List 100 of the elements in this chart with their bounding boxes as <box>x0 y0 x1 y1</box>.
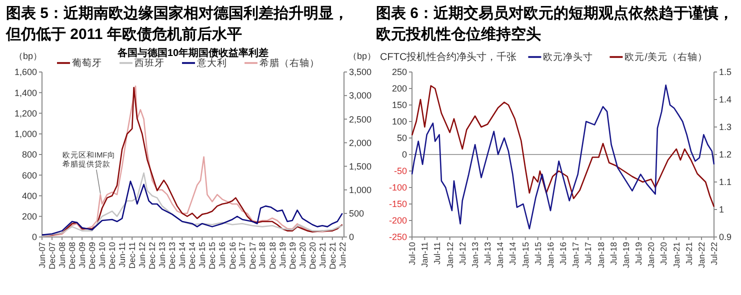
x-tick-label: Dec-12 <box>147 242 158 270</box>
x-tick-label: Dec-14 <box>187 242 198 270</box>
legend-label: 希腊（右轴） <box>260 57 320 69</box>
x-tick-label: Jul-11 <box>432 242 442 265</box>
x-tick-label: Jan-22 <box>696 242 707 268</box>
x-tick-label: Dec-10 <box>107 242 118 270</box>
x-tick-label: Dec-09 <box>87 242 98 270</box>
y-tick-label: 1,600 <box>14 67 37 78</box>
y2-tick-label: 1,500 <box>349 161 372 172</box>
x-tick-label: Jul-17 <box>583 242 594 266</box>
x-tick-label: Jan-12 <box>444 242 455 268</box>
x-tick-label: Dec-08 <box>67 242 78 270</box>
x-tick-label: Jan-14 <box>495 242 506 268</box>
x-tick-label: Jul-15 <box>532 242 543 266</box>
x-tick-label: Jun-17 <box>237 242 248 268</box>
x-tick-label: Jun-10 <box>97 242 108 268</box>
x-tick-label: Dec-13 <box>167 242 178 270</box>
y2-tick-label: 3,500 <box>349 67 372 78</box>
legend-label: 欧元净头寸 <box>543 51 594 63</box>
y2-tick-label: 1.5 <box>719 67 732 78</box>
y-axis-title: CFTC投机性合约净头寸，千张 <box>380 51 517 63</box>
y-tick-label: 0 <box>32 232 37 242</box>
y2-tick-label: 1.4 <box>719 94 732 105</box>
x-tick-label: Jul-16 <box>558 242 568 266</box>
y-tick-label: 150 <box>392 100 407 110</box>
y-tick-label: 250 <box>392 67 407 78</box>
y-tick-label: 1,000 <box>14 129 37 140</box>
x-tick-label: Jan-21 <box>671 242 682 268</box>
line-series <box>411 85 715 208</box>
x-tick-label: Jun-20 <box>297 242 308 268</box>
y2-tick-label: 0 <box>349 232 354 242</box>
x-tick-label: Jan-13 <box>470 242 480 268</box>
x-tick-label: Dec-19 <box>287 242 298 270</box>
y-tick-label: -200 <box>388 216 407 226</box>
x-tick-label: Jun-22 <box>337 242 348 268</box>
y-tick-label: 1,400 <box>14 88 37 98</box>
x-tick-label: Jan-19 <box>620 242 631 268</box>
x-tick-label: Jun-13 <box>157 242 168 268</box>
x-tick-label: Jan-17 <box>570 242 581 268</box>
x-tick-label: Jan-18 <box>596 242 606 268</box>
x-tick-label: Dec-20 <box>307 242 318 270</box>
x-tick-label: Jan-15 <box>520 242 530 268</box>
x-tick-label: Jun-16 <box>217 242 228 268</box>
y2-tick-label: 500 <box>349 208 364 219</box>
y-tick-label: 200 <box>392 84 407 94</box>
y-tick-label: 100 <box>392 116 407 127</box>
x-tick-label: Dec-11 <box>127 242 138 269</box>
x-tick-label: Jul-18 <box>608 242 618 266</box>
y-tick-label: -250 <box>388 232 407 242</box>
y-axis-title: （bp） <box>14 51 42 61</box>
x-tick-label: Jan-11 <box>420 242 430 268</box>
y2-tick-label: 1.2 <box>719 150 732 160</box>
y2-tick-label: 1.3 <box>719 122 732 132</box>
x-tick-label: Jun-18 <box>257 242 268 268</box>
x-tick-label: Jul-14 <box>508 242 518 266</box>
y-tick-label: 1,200 <box>14 108 37 118</box>
x-tick-label: Jun-11 <box>117 242 128 268</box>
x-tick-label: Dec-15 <box>207 242 218 270</box>
y-tick-label: 0 <box>402 150 407 160</box>
legend-label: 葡萄牙 <box>72 57 102 69</box>
y2-tick-label: 3,000 <box>349 90 372 101</box>
x-tick-label: Dec-16 <box>227 242 238 270</box>
x-tick-label: Jul-13 <box>482 242 492 266</box>
x-tick-label: Jun-15 <box>197 242 208 268</box>
x-tick-label: Jun-19 <box>277 242 288 268</box>
y2-tick-label: 1.1 <box>719 177 732 188</box>
x-tick-label: Jul-22 <box>708 242 719 266</box>
x-tick-label: Jul-12 <box>457 242 468 266</box>
y-tick-label: 50 <box>396 133 407 144</box>
y-tick-label: -150 <box>388 199 407 210</box>
x-tick-label: Dec-17 <box>247 242 258 270</box>
line-series <box>411 84 715 230</box>
y-tick-label: -100 <box>388 182 407 193</box>
legend-label: 意大利 <box>196 57 227 69</box>
y-tick-label: 800 <box>22 150 37 160</box>
y-tick-label: 400 <box>22 190 37 201</box>
x-tick-label: Jun-14 <box>177 242 188 268</box>
legend-label: 西班牙 <box>134 57 164 69</box>
x-tick-label: Jun-07 <box>36 242 47 268</box>
y-tick-label: -50 <box>394 166 407 176</box>
x-tick-label: Jul-19 <box>633 242 644 266</box>
x-tick-label: Jun-09 <box>77 242 88 268</box>
y2-tick-label: 1 <box>719 204 724 215</box>
y-tick-label: 200 <box>22 212 37 222</box>
x-tick-label: Jun-21 <box>317 242 328 268</box>
legend-label: 欧元/美元（右轴） <box>624 51 708 63</box>
x-tick-label: Jan-16 <box>545 242 556 268</box>
chart-title: 图表 6：近期交易员对欧元的短期观点依然趋于谨慎，欧元投机性仓位维持空头 <box>376 4 734 43</box>
y2-tick-label: 1,000 <box>349 185 372 196</box>
y2-tick-label: 2,000 <box>349 138 372 148</box>
x-tick-label: Dec-18 <box>267 242 278 270</box>
x-tick-label: Jun-08 <box>57 242 68 268</box>
x-tick-label: Jul-10 <box>406 242 417 266</box>
x-tick-label: Jun-12 <box>137 242 148 268</box>
chart-subtitle: 各国与德国10年期国债收益率利差 <box>116 47 269 59</box>
x-tick-label: Dec-21 <box>327 242 338 270</box>
x-tick-label: Jan-20 <box>646 242 656 268</box>
x-tick-label: Jul-20 <box>658 242 669 266</box>
x-tick-label: Jul-21 <box>684 242 694 266</box>
chart-title: 图表 5：近期南欧边缘国家相对德国利差抬升明显，但仍低于 2011 年欧债危机前后水平 <box>5 4 349 43</box>
